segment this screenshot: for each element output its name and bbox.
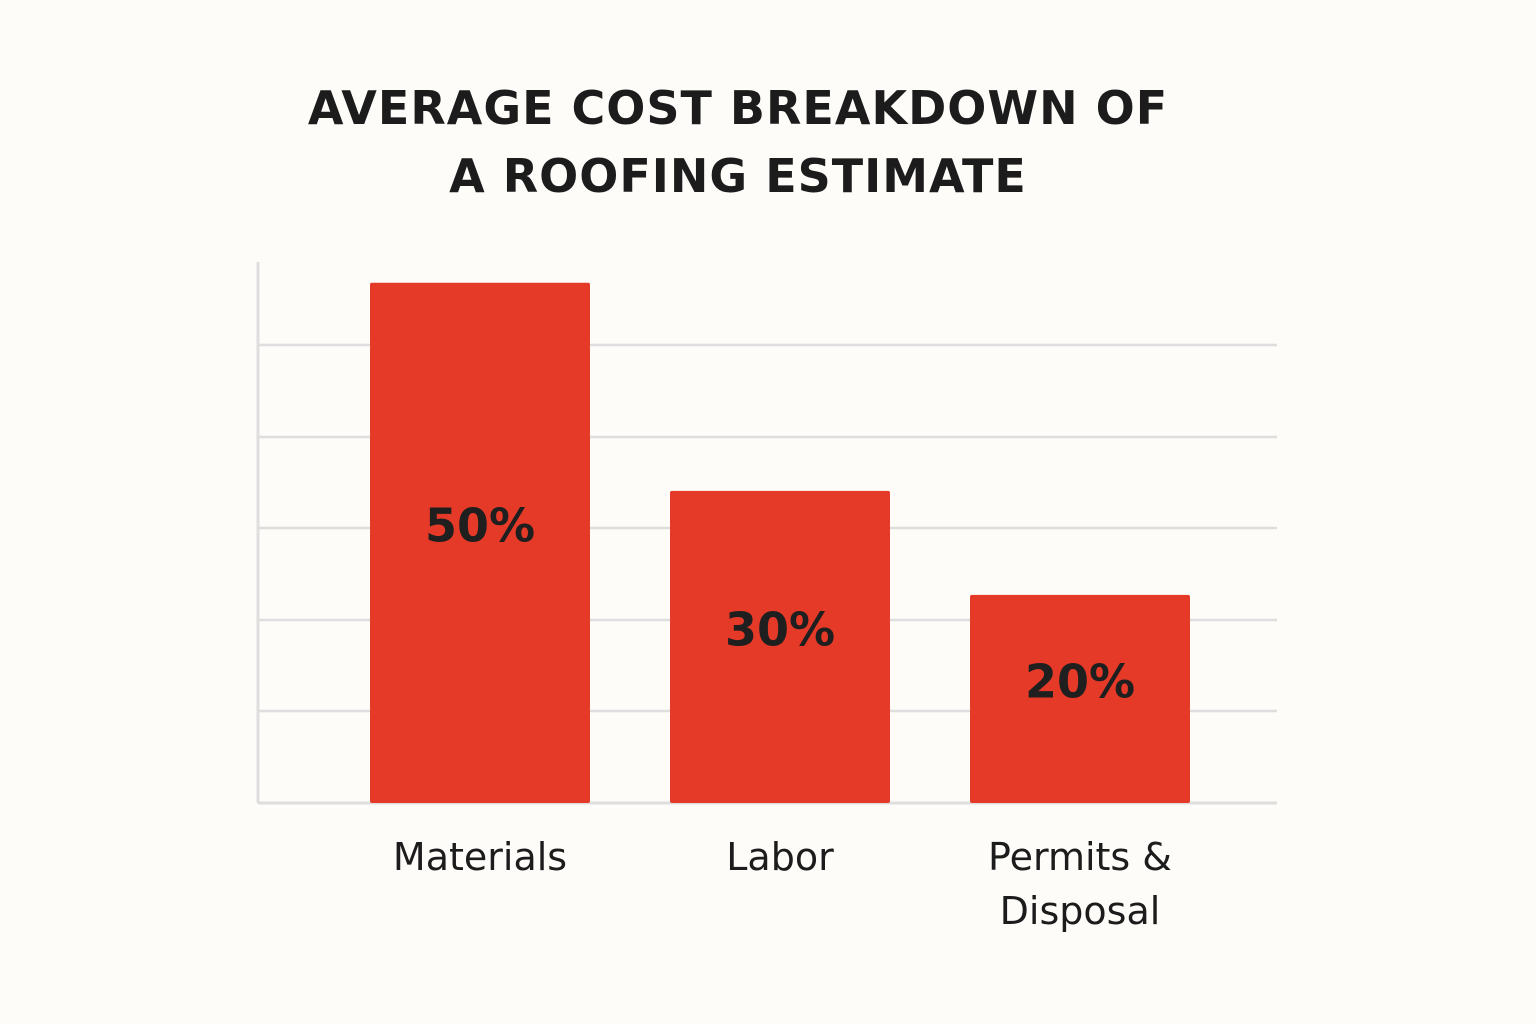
bar [670,490,890,803]
chart-title: AVERAGE COST BREAKDOWN OF A ROOFING ESTI… [307,81,1169,203]
x-tick-label-box: Permits & Disposal [988,835,1172,933]
bar [370,282,590,803]
x-tick-label: Labor [726,835,834,879]
x-tick-label: Materials [392,835,568,879]
value-label: 30% [725,602,835,656]
value-label: 50% [425,498,535,552]
x-tick-label: Permits & Disposal [988,835,1172,933]
x-tick-label-box: Materials [392,835,568,879]
bar [970,594,1190,803]
value-label: 20% [1025,654,1135,708]
x-tick-label-box: Labor [726,835,834,879]
